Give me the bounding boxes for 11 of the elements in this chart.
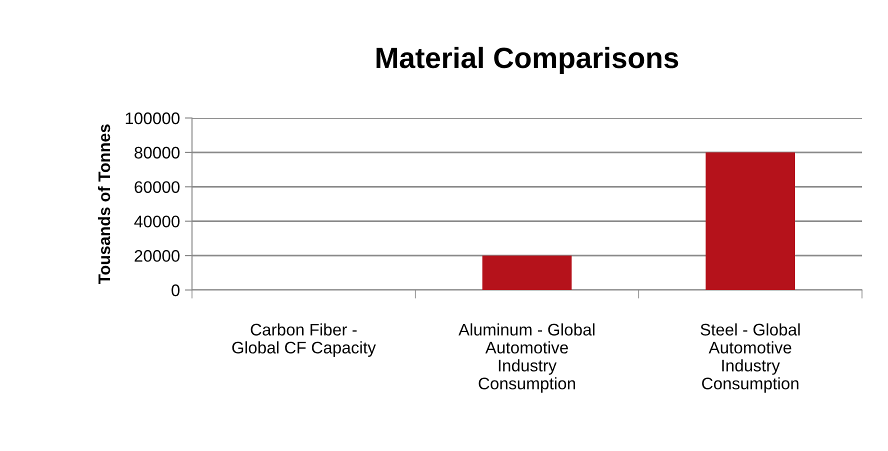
y-tick-label: 40000: [134, 216, 180, 228]
y-tick-label: 100000: [126, 112, 180, 124]
x-tick-label: Steel - Global Automotive Industry Consumption: [700, 323, 800, 393]
y-tick-label: 60000: [134, 181, 180, 194]
x-tick-label: Aluminum - Global Automotive Industry Consumption: [458, 323, 594, 393]
chart-title: Material Comparisons: [376, 46, 678, 74]
y-tick-label: 20000: [134, 250, 180, 262]
y-tick-label: 0: [172, 284, 180, 296]
y-axis-title: Tousands of Tonnes: [98, 124, 110, 284]
y-tick-label: 80000: [134, 146, 180, 159]
x-tick-label: Carbon Fiber - Global CF Capacity: [232, 323, 376, 357]
